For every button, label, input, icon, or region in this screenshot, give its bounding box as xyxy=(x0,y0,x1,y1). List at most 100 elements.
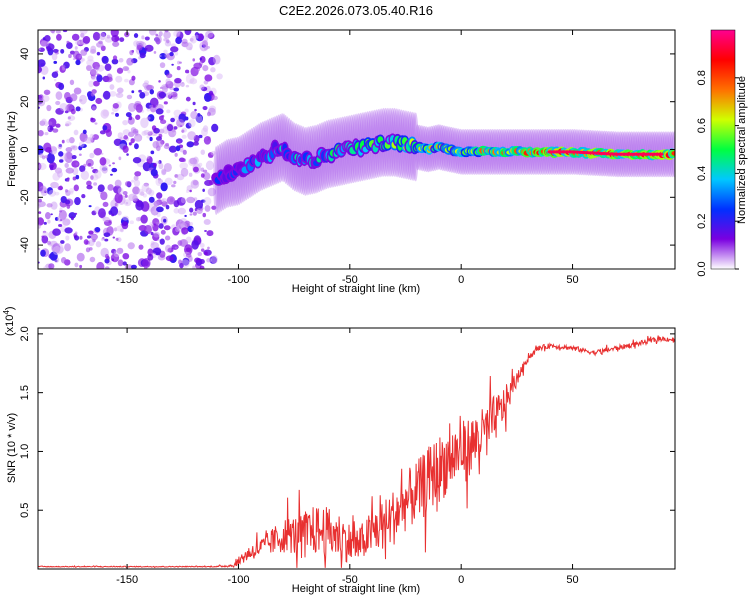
spectrogram-y-tick-label: 0 xyxy=(19,146,31,152)
noise-speck xyxy=(212,95,218,101)
noise-speck xyxy=(158,162,164,170)
noise-speck xyxy=(64,110,69,114)
noise-speck xyxy=(155,103,164,111)
noise-speck xyxy=(82,129,87,135)
noise-speck xyxy=(161,198,168,203)
noise-speck xyxy=(38,217,45,226)
colorbar-tick-label: 0.4 xyxy=(696,166,708,181)
noise-speck xyxy=(190,111,198,120)
noise-speck xyxy=(144,44,154,52)
noise-speck xyxy=(126,57,134,66)
noise-speck xyxy=(71,33,80,41)
noise-speck xyxy=(202,169,208,173)
colorbar-gradient xyxy=(710,29,736,270)
noise-speck xyxy=(91,234,98,240)
noise-speck xyxy=(204,204,211,212)
noise-speck xyxy=(199,265,205,269)
noise-speck xyxy=(92,134,100,140)
noise-speck xyxy=(154,133,158,136)
noise-speck xyxy=(95,66,100,71)
noise-speck xyxy=(96,51,101,56)
noise-speck xyxy=(192,211,197,216)
noise-speck xyxy=(69,190,74,195)
noise-speck xyxy=(155,136,162,142)
noise-speck xyxy=(38,98,46,107)
noise-speck xyxy=(100,237,105,241)
noise-speck xyxy=(194,257,201,263)
noise-speck xyxy=(125,180,132,187)
noise-speck xyxy=(113,227,118,232)
noise-speck xyxy=(56,33,62,41)
noise-speck xyxy=(130,264,137,269)
noise-speck xyxy=(69,79,75,86)
noise-speck xyxy=(135,114,141,120)
noise-speck xyxy=(158,31,163,37)
noise-speck xyxy=(43,266,47,269)
noise-speck xyxy=(45,212,51,220)
noise-speck xyxy=(180,167,189,177)
noise-speck xyxy=(46,187,54,195)
noise-speck xyxy=(138,89,142,93)
noise-speck xyxy=(173,208,180,214)
noise-speck xyxy=(125,112,132,118)
noise-speck xyxy=(131,179,135,183)
noise-speck xyxy=(122,215,129,221)
noise-speck xyxy=(163,49,168,54)
noise-speck xyxy=(76,39,85,47)
noise-speck xyxy=(193,62,203,69)
noise-speck xyxy=(160,229,166,235)
noise-speck xyxy=(72,50,80,60)
noise-speck xyxy=(38,203,41,209)
colorbar-tick-label: 0.0 xyxy=(696,261,708,276)
noise-speck xyxy=(146,155,150,159)
noise-speck xyxy=(74,231,78,236)
noise-speck xyxy=(189,213,193,216)
noise-speck xyxy=(156,192,163,199)
noise-speck xyxy=(174,246,178,249)
noise-speck xyxy=(189,78,198,85)
noise-speck xyxy=(38,224,41,229)
noise-speck xyxy=(109,84,115,90)
noise-speck xyxy=(79,30,88,35)
spectrogram-x-tick-label: -50 xyxy=(342,274,358,286)
noise-speck xyxy=(145,187,152,195)
noise-speck xyxy=(192,58,196,62)
noise-speck xyxy=(58,82,65,91)
ridge-blob xyxy=(671,151,675,156)
noise-speck xyxy=(68,212,77,219)
noise-speck xyxy=(197,251,203,257)
noise-speck xyxy=(115,237,119,241)
noise-speck xyxy=(186,189,190,194)
noise-speck xyxy=(155,33,159,37)
noise-speck xyxy=(135,136,141,142)
spectrogram-x-label: Height of straight line (km) xyxy=(292,283,420,295)
noise-speck xyxy=(71,155,77,160)
noise-speck xyxy=(108,91,117,97)
noise-speck xyxy=(197,113,201,117)
noise-speck xyxy=(180,197,186,204)
spectrogram-x-tick-label: -100 xyxy=(227,274,249,286)
noise-speck xyxy=(42,230,47,234)
noise-speck xyxy=(110,206,119,216)
noise-speck xyxy=(113,185,122,194)
noise-speck xyxy=(203,219,211,225)
noise-speck xyxy=(169,51,174,57)
noise-speck xyxy=(92,31,101,41)
spectrogram-x-tick-label: 50 xyxy=(566,274,578,286)
noise-speck xyxy=(147,248,154,256)
noise-speck xyxy=(75,59,81,66)
noise-speck xyxy=(157,238,161,242)
noise-speck xyxy=(110,173,113,176)
noise-speck xyxy=(139,92,146,99)
noise-speck xyxy=(133,175,139,181)
noise-speck xyxy=(143,129,150,136)
noise-speck xyxy=(155,108,164,115)
noise-speck xyxy=(88,230,94,235)
noise-speck xyxy=(99,157,107,166)
noise-speck xyxy=(86,235,92,239)
noise-speck xyxy=(191,228,195,231)
noise-speck xyxy=(83,239,89,245)
noise-speck xyxy=(158,91,167,99)
noise-speck xyxy=(88,239,95,247)
noise-speck xyxy=(159,128,165,134)
